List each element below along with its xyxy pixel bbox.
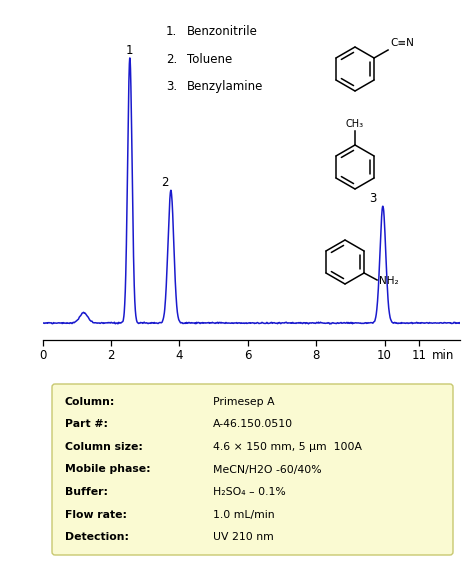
FancyBboxPatch shape (52, 384, 453, 555)
Text: 1.0 mL/min: 1.0 mL/min (213, 510, 274, 520)
Text: Column size:: Column size: (65, 442, 143, 452)
Text: Mobile phase:: Mobile phase: (65, 464, 151, 475)
Text: H₂SO₄ – 0.1%: H₂SO₄ – 0.1% (213, 487, 286, 497)
Text: min: min (432, 349, 455, 362)
Text: UV 210 nm: UV 210 nm (213, 532, 274, 542)
Text: Benzylamine: Benzylamine (187, 80, 263, 93)
Text: 1: 1 (126, 44, 134, 57)
Text: CH₃: CH₃ (346, 119, 364, 129)
Text: Buffer:: Buffer: (65, 487, 108, 497)
Text: 2.: 2. (166, 53, 177, 66)
Text: Detection:: Detection: (65, 532, 129, 542)
Text: 3: 3 (369, 192, 376, 205)
Text: 3.: 3. (166, 80, 177, 93)
Text: 4.6 × 150 mm, 5 μm  100A: 4.6 × 150 mm, 5 μm 100A (213, 442, 362, 452)
Text: Toluene: Toluene (187, 53, 232, 66)
Text: 2: 2 (161, 176, 169, 189)
Text: Column:: Column: (65, 397, 115, 407)
Text: NH₂: NH₂ (379, 276, 399, 286)
Text: C≡N: C≡N (390, 38, 414, 48)
Text: Benzonitrile: Benzonitrile (187, 25, 257, 38)
Text: 1.: 1. (166, 25, 177, 38)
Text: Part #:: Part #: (65, 419, 108, 429)
Text: Primesep A: Primesep A (213, 397, 274, 407)
Text: Flow rate:: Flow rate: (65, 510, 127, 520)
Text: MeCN/H2O -60/40%: MeCN/H2O -60/40% (213, 464, 322, 475)
Text: A-46.150.0510: A-46.150.0510 (213, 419, 293, 429)
